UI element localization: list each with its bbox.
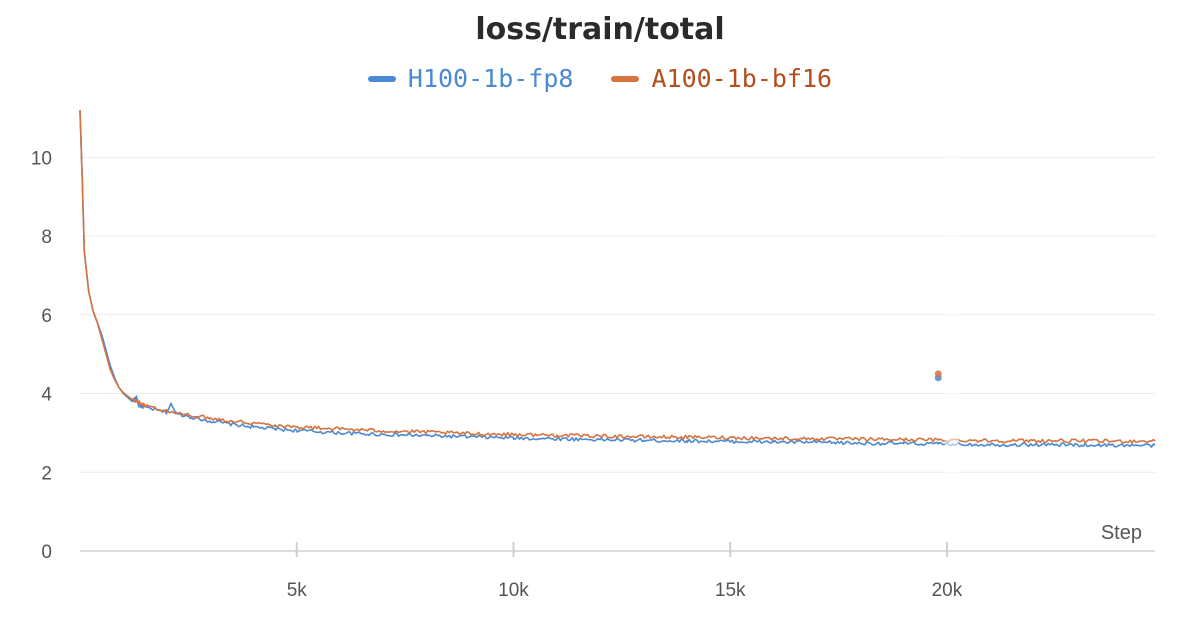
x-tick-label-2: 15k xyxy=(715,580,746,601)
chart-title: loss/train/total xyxy=(475,12,725,47)
legend-label-series-1: A100-1b-bf16 xyxy=(651,64,833,93)
legend-label-series-0: H100-1b-fp8 xyxy=(407,64,574,93)
legend-swatch-series-0 xyxy=(367,75,396,82)
series-line-0 xyxy=(79,109,1156,448)
y-tick-label-1: 2 xyxy=(41,463,52,484)
legend-swatch-series-1 xyxy=(611,75,640,82)
series-outlier-point-1 xyxy=(934,370,942,378)
y-tick-label-2: 4 xyxy=(41,385,52,406)
legend-item-series-1[interactable]: A100-1b-bf16 xyxy=(611,64,832,93)
y-tick-label-3: 6 xyxy=(41,306,52,327)
legend-item-series-0[interactable]: H100-1b-fp8 xyxy=(367,64,574,93)
x-tick-label-3: 20k xyxy=(932,580,963,601)
y-tick-label-5: 10 xyxy=(31,148,52,169)
y-tick-label-4: 8 xyxy=(41,227,52,248)
x-axis-title: Step xyxy=(1101,522,1142,544)
x-tick-label-1: 10k xyxy=(498,580,529,601)
series-line-1 xyxy=(79,109,1156,444)
x-tick-label-0: 5k xyxy=(287,580,308,601)
hover-band xyxy=(944,140,959,541)
y-tick-label-0: 0 xyxy=(41,542,52,563)
chart-legend: H100-1b-fp8 A100-1b-bf16 xyxy=(0,64,1200,93)
